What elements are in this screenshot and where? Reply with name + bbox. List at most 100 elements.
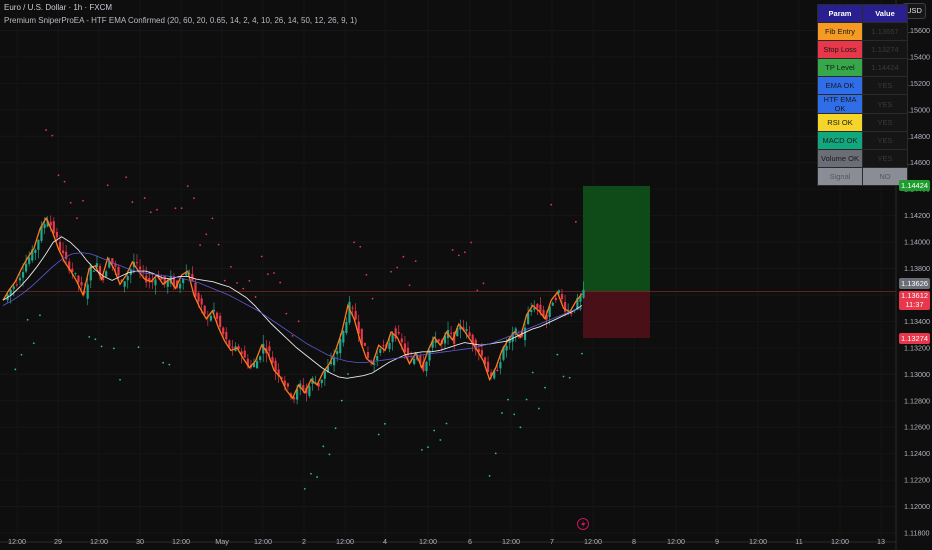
signal-dot <box>236 281 238 284</box>
y-tick-label: 1.13800 <box>904 264 930 273</box>
candle-body <box>450 332 453 334</box>
candle-body <box>345 322 348 333</box>
y-tick-label: 1.12800 <box>904 396 930 405</box>
signal-dot <box>347 373 349 375</box>
time-axis[interactable]: 12:00 29 12:00 30 12:00 May 12:00 2 12:00 4 12:00 6… <box>0 537 896 546</box>
candle-body <box>34 250 37 253</box>
signal-dot <box>51 134 54 137</box>
candle-body <box>579 295 582 302</box>
x-tick-label: 30 <box>136 537 144 546</box>
signal-dot <box>537 407 540 410</box>
candle-body <box>539 304 542 312</box>
signal-dot <box>525 398 528 401</box>
value-header: Value <box>862 4 908 23</box>
ema-lines <box>2 216 583 400</box>
signal-dot <box>149 211 152 214</box>
x-tick-label: 11 <box>795 537 802 546</box>
candle-body <box>465 329 468 332</box>
candle-body <box>477 348 480 352</box>
y-tick-label: 1.13400 <box>904 317 930 326</box>
candle-body <box>388 342 391 350</box>
signal-dot <box>69 201 72 204</box>
candle-body <box>111 258 114 264</box>
candle-body <box>490 372 493 377</box>
x-tick-label: 12:00 <box>749 537 767 546</box>
signal-dot <box>254 296 257 298</box>
candle-body <box>74 272 77 274</box>
candle-body <box>219 315 222 328</box>
candle-body <box>542 309 545 317</box>
candle-body <box>403 343 407 353</box>
value-cell: NO <box>862 167 908 186</box>
candle-body <box>268 346 271 352</box>
signal-dot <box>550 203 553 206</box>
candle-body <box>243 350 246 358</box>
candle-body <box>200 298 203 305</box>
chart-title: Euro / U.S. Dollar · 1h · FXCM <box>4 3 113 12</box>
candle-body <box>28 257 31 264</box>
candle-body <box>443 335 447 344</box>
signal-dot <box>377 433 380 436</box>
signal-dot <box>556 353 559 356</box>
candle-body <box>296 388 299 400</box>
value-cell: YES <box>862 76 908 95</box>
candle-body <box>286 383 289 387</box>
grid-lines <box>0 0 896 542</box>
signal-dot <box>371 297 374 300</box>
candle-body <box>92 270 95 272</box>
currency-button[interactable]: USD <box>902 3 926 19</box>
candle-body <box>514 328 517 335</box>
x-tick-label: 13 <box>877 537 885 546</box>
signal-dot <box>359 245 362 248</box>
signal-dot <box>137 346 140 349</box>
candle-body <box>114 263 117 267</box>
signal-dot <box>476 289 479 292</box>
y-tick-label: 1.12600 <box>904 423 930 432</box>
signal-dot <box>420 448 423 451</box>
signal-dot <box>470 241 473 244</box>
candle-body <box>15 284 18 286</box>
signal-dot <box>131 201 134 203</box>
x-tick-label: 9 <box>715 537 719 546</box>
candle-body <box>49 221 52 226</box>
candle-body <box>43 224 46 229</box>
last-price-value: 1.13612 <box>900 291 929 301</box>
long-position-tool[interactable] <box>0 185 896 339</box>
signal-dot <box>199 244 202 247</box>
signal-dot <box>180 207 183 210</box>
signal-dot <box>186 185 189 188</box>
candle-body <box>413 358 416 364</box>
indicator-legend[interactable]: Premium SniperProEA - HTF EMA Confirmed … <box>4 16 358 25</box>
fast-line <box>2 216 583 400</box>
candle-body <box>483 357 487 365</box>
table-row: RSI OK YES <box>817 113 908 132</box>
value-cell: YES <box>862 94 908 114</box>
y-tick-label: 1.14000 <box>904 238 930 247</box>
indicator-dots <box>14 129 583 490</box>
table-row: Stop Loss 1.13274 <box>817 40 908 59</box>
lightning-icon[interactable] <box>577 518 589 530</box>
candle-body <box>548 306 551 317</box>
candle-body <box>283 380 286 386</box>
signal-dot <box>427 446 429 449</box>
candle-body <box>523 327 527 341</box>
x-tick-label: 8 <box>632 537 636 546</box>
signal-dot <box>322 445 325 448</box>
signal-dot <box>260 255 263 258</box>
candle-body <box>302 385 305 391</box>
y-tick-label: 1.11800 <box>904 529 929 538</box>
signal-dot <box>310 472 312 475</box>
candle-body <box>373 363 376 365</box>
signal-dot <box>451 249 454 251</box>
x-tick-label: 7 <box>550 537 554 546</box>
candle-body <box>376 356 379 361</box>
x-tick-label: 12:00 <box>502 537 520 546</box>
signal-dot <box>211 217 214 220</box>
candle-body <box>37 239 40 250</box>
tp-price-label: 1.14424 <box>899 180 930 192</box>
candle-body <box>453 332 456 344</box>
signal-dot <box>507 398 509 401</box>
candle-body <box>308 386 311 396</box>
signal-dot <box>457 254 460 257</box>
